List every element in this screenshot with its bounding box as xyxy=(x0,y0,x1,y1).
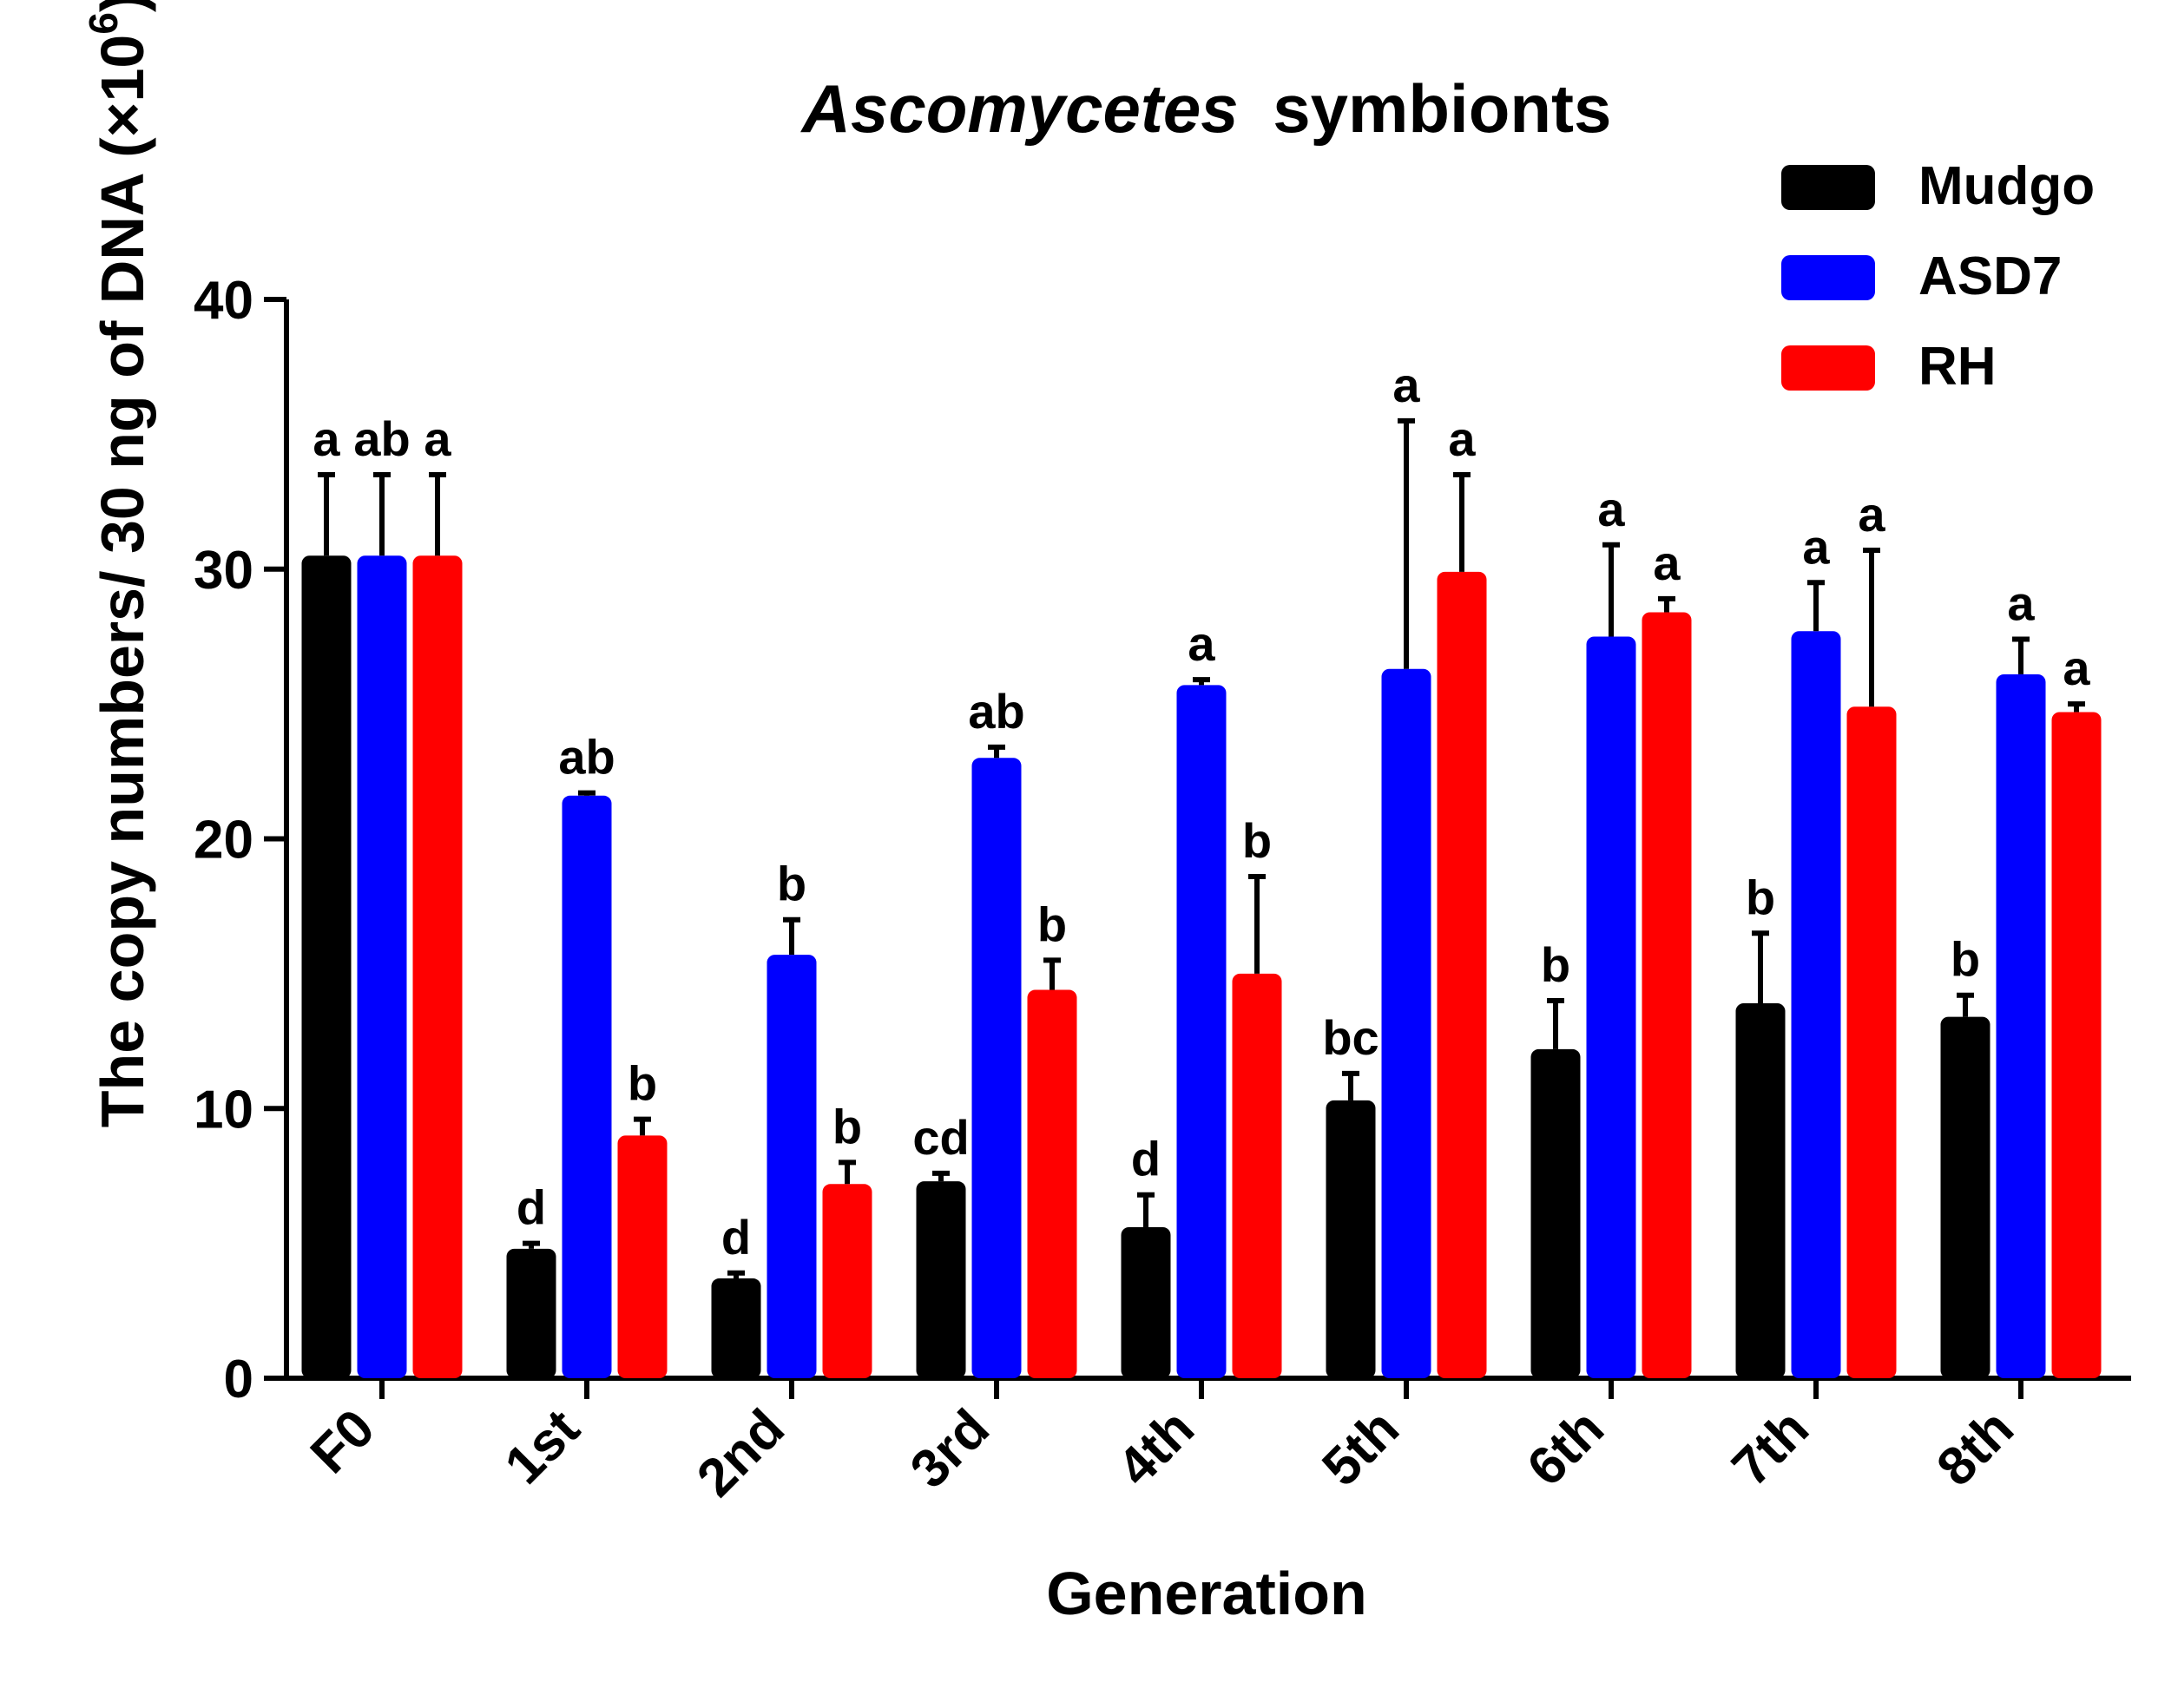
bar xyxy=(1232,973,1282,1378)
bar xyxy=(2051,712,2102,1378)
bar xyxy=(916,1181,966,1378)
legend-label: ASD7 xyxy=(1918,246,2062,306)
x-tick-label: 8th xyxy=(1925,1398,2025,1498)
y-axis-label-main: The copy numbers/ 30 ng of DNA (×10 xyxy=(89,35,156,1128)
bar xyxy=(506,1248,556,1378)
chart-title-rest: symbionts xyxy=(1273,70,1611,147)
y-tick-label: 40 xyxy=(194,271,253,331)
legend-label: Mudgo xyxy=(1918,156,2095,216)
bar xyxy=(1642,612,1692,1378)
legend-label: RH xyxy=(1918,337,1997,397)
significance-letter: a xyxy=(2007,576,2035,631)
significance-letter: ab xyxy=(968,684,1024,739)
significance-letter: d xyxy=(1131,1132,1161,1186)
significance-letter: a xyxy=(313,411,340,466)
significance-letter: a xyxy=(2063,640,2090,695)
legend-swatch xyxy=(1781,255,1875,300)
legend-swatch xyxy=(1781,345,1875,391)
bar xyxy=(412,555,463,1378)
bar xyxy=(617,1135,668,1378)
significance-letter: b xyxy=(832,1099,862,1153)
x-tick-label: 3rd xyxy=(899,1398,1001,1500)
significance-letter: a xyxy=(1188,616,1215,671)
x-tick-label: 1st xyxy=(494,1398,591,1495)
bar xyxy=(1530,1048,1581,1378)
significance-letter: b xyxy=(1037,897,1067,951)
bar xyxy=(822,1184,872,1378)
significance-letter: a xyxy=(1392,358,1420,412)
significance-letter: b xyxy=(1951,932,1980,987)
bar xyxy=(357,555,407,1378)
x-axis-label: Generation xyxy=(1046,1560,1367,1627)
y-tick-label: 20 xyxy=(194,811,253,870)
bar xyxy=(1996,673,2046,1378)
bar xyxy=(1846,706,1897,1378)
bar xyxy=(1791,631,1841,1378)
bar xyxy=(1586,636,1636,1378)
bar xyxy=(1735,1003,1786,1378)
significance-letter: b xyxy=(1746,870,1775,924)
legend: Mudgo ASD7 RH xyxy=(1781,156,2095,397)
significance-letter: ab xyxy=(558,730,615,785)
x-tick-label: 2nd xyxy=(686,1398,796,1508)
x-tick-label: F0 xyxy=(299,1398,386,1485)
y-tick-label: 0 xyxy=(224,1350,253,1409)
x-tick-label: 5th xyxy=(1311,1398,1411,1498)
significance-letter: a xyxy=(1597,482,1625,536)
significance-letter: b xyxy=(1541,937,1570,992)
significance-letter: cd xyxy=(912,1110,969,1165)
significance-letter: a xyxy=(424,411,451,466)
significance-letter: d xyxy=(721,1210,751,1265)
significance-letter: b xyxy=(628,1056,657,1111)
significance-letter: a xyxy=(1448,411,1476,466)
y-tick-label: 30 xyxy=(194,541,253,601)
significance-letter: b xyxy=(777,857,806,911)
y-axis-label-sup: 6 xyxy=(81,12,126,35)
y-axis-label-close: ) xyxy=(89,0,156,12)
bar xyxy=(1437,571,1487,1378)
bar xyxy=(1027,989,1077,1378)
bar xyxy=(1940,1016,1990,1378)
bar xyxy=(562,795,612,1378)
y-axis-label: The copy numbers/ 30 ng of DNA (×106) xyxy=(81,0,156,1127)
significance-letter: a xyxy=(1858,487,1885,542)
bar xyxy=(971,758,1022,1378)
bar xyxy=(301,555,352,1378)
significance-letter: d xyxy=(517,1180,546,1235)
x-tick-label: 7th xyxy=(1721,1398,1820,1498)
chart-title: Ascomycetes symbionts xyxy=(800,70,1612,147)
bar xyxy=(1326,1100,1376,1378)
bar xyxy=(711,1278,761,1378)
significance-letter: a xyxy=(1802,519,1830,574)
chart-title-italic: Ascomycetes xyxy=(800,70,1239,147)
legend-swatch xyxy=(1781,165,1875,210)
bar xyxy=(767,955,817,1378)
bar xyxy=(1381,668,1431,1378)
significance-letter: a xyxy=(1653,535,1681,590)
significance-letter: bc xyxy=(1322,1010,1379,1065)
bar xyxy=(1176,685,1227,1378)
y-tick-label: 10 xyxy=(194,1080,253,1140)
x-tick-label: 4th xyxy=(1106,1398,1206,1498)
significance-letter: b xyxy=(1242,813,1272,868)
significance-letter: ab xyxy=(353,411,410,466)
x-tick-label: 6th xyxy=(1516,1398,1615,1498)
bar xyxy=(1121,1226,1171,1378)
